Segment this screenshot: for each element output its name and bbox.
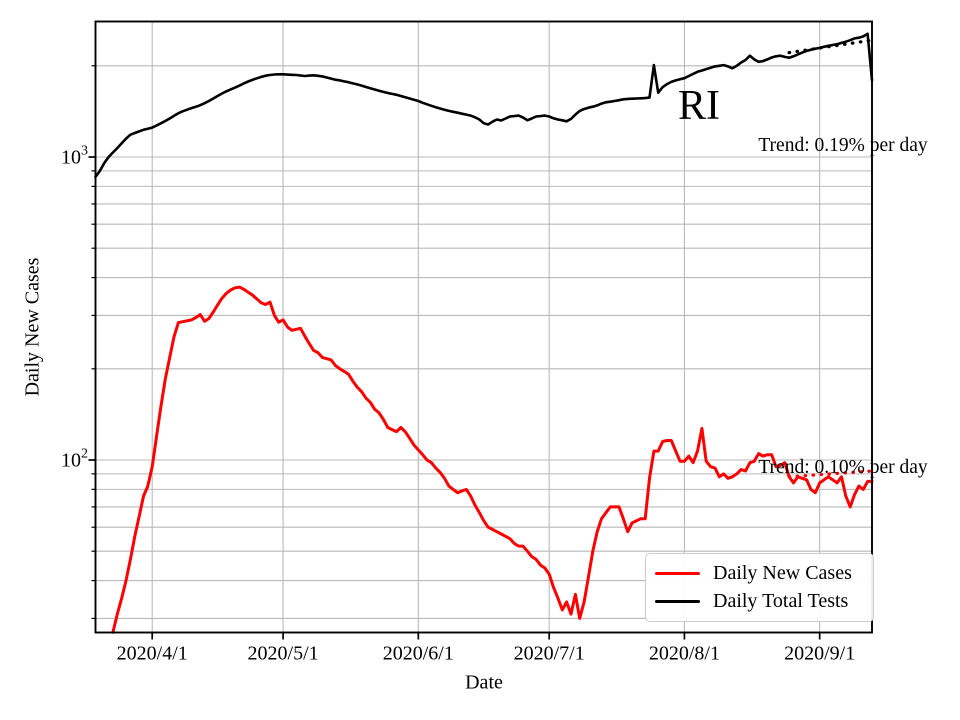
legend-entry-daily-total-tests: Daily Total Tests	[655, 590, 873, 613]
legend-line-sample-daily-total-tests	[655, 600, 700, 603]
x-tick-label: 2020/6/1	[382, 642, 454, 665]
x-tick-label: 2020/7/1	[513, 642, 585, 665]
x-tick-label: 2020/9/1	[784, 642, 856, 665]
tests-trend-label: Trend: 0.19% per day	[758, 135, 928, 156]
x-tick-label: 2020/8/1	[648, 642, 720, 665]
y-axis-title: Daily New Cases	[21, 257, 44, 397]
y-tick-label: 102	[61, 446, 88, 472]
cases-trend-label: Trend: 0.10% per day	[758, 457, 928, 478]
x-tick-label: 2020/4/1	[116, 642, 188, 665]
legend: Daily New Cases Daily Total Tests	[645, 553, 874, 622]
y-tick-label: 103	[61, 143, 88, 169]
legend-entry-daily-new-cases: Daily New Cases	[655, 562, 873, 585]
plot-border	[94, 20, 873, 634]
tests-trend-dotted-line	[787, 38, 874, 55]
x-axis-title: Date	[465, 671, 503, 694]
daily-new-cases-line	[111, 285, 874, 634]
legend-line-sample-daily-new-cases	[655, 572, 700, 575]
state-label: RI	[678, 83, 720, 129]
cases-trend-dotted-line	[787, 469, 874, 479]
x-tick-label: 2020/5/1	[247, 642, 319, 665]
daily-total-tests-line	[94, 32, 874, 179]
legend-label-daily-total-tests: Daily Total Tests	[713, 590, 849, 612]
legend-label-daily-new-cases: Daily New Cases	[713, 562, 852, 584]
